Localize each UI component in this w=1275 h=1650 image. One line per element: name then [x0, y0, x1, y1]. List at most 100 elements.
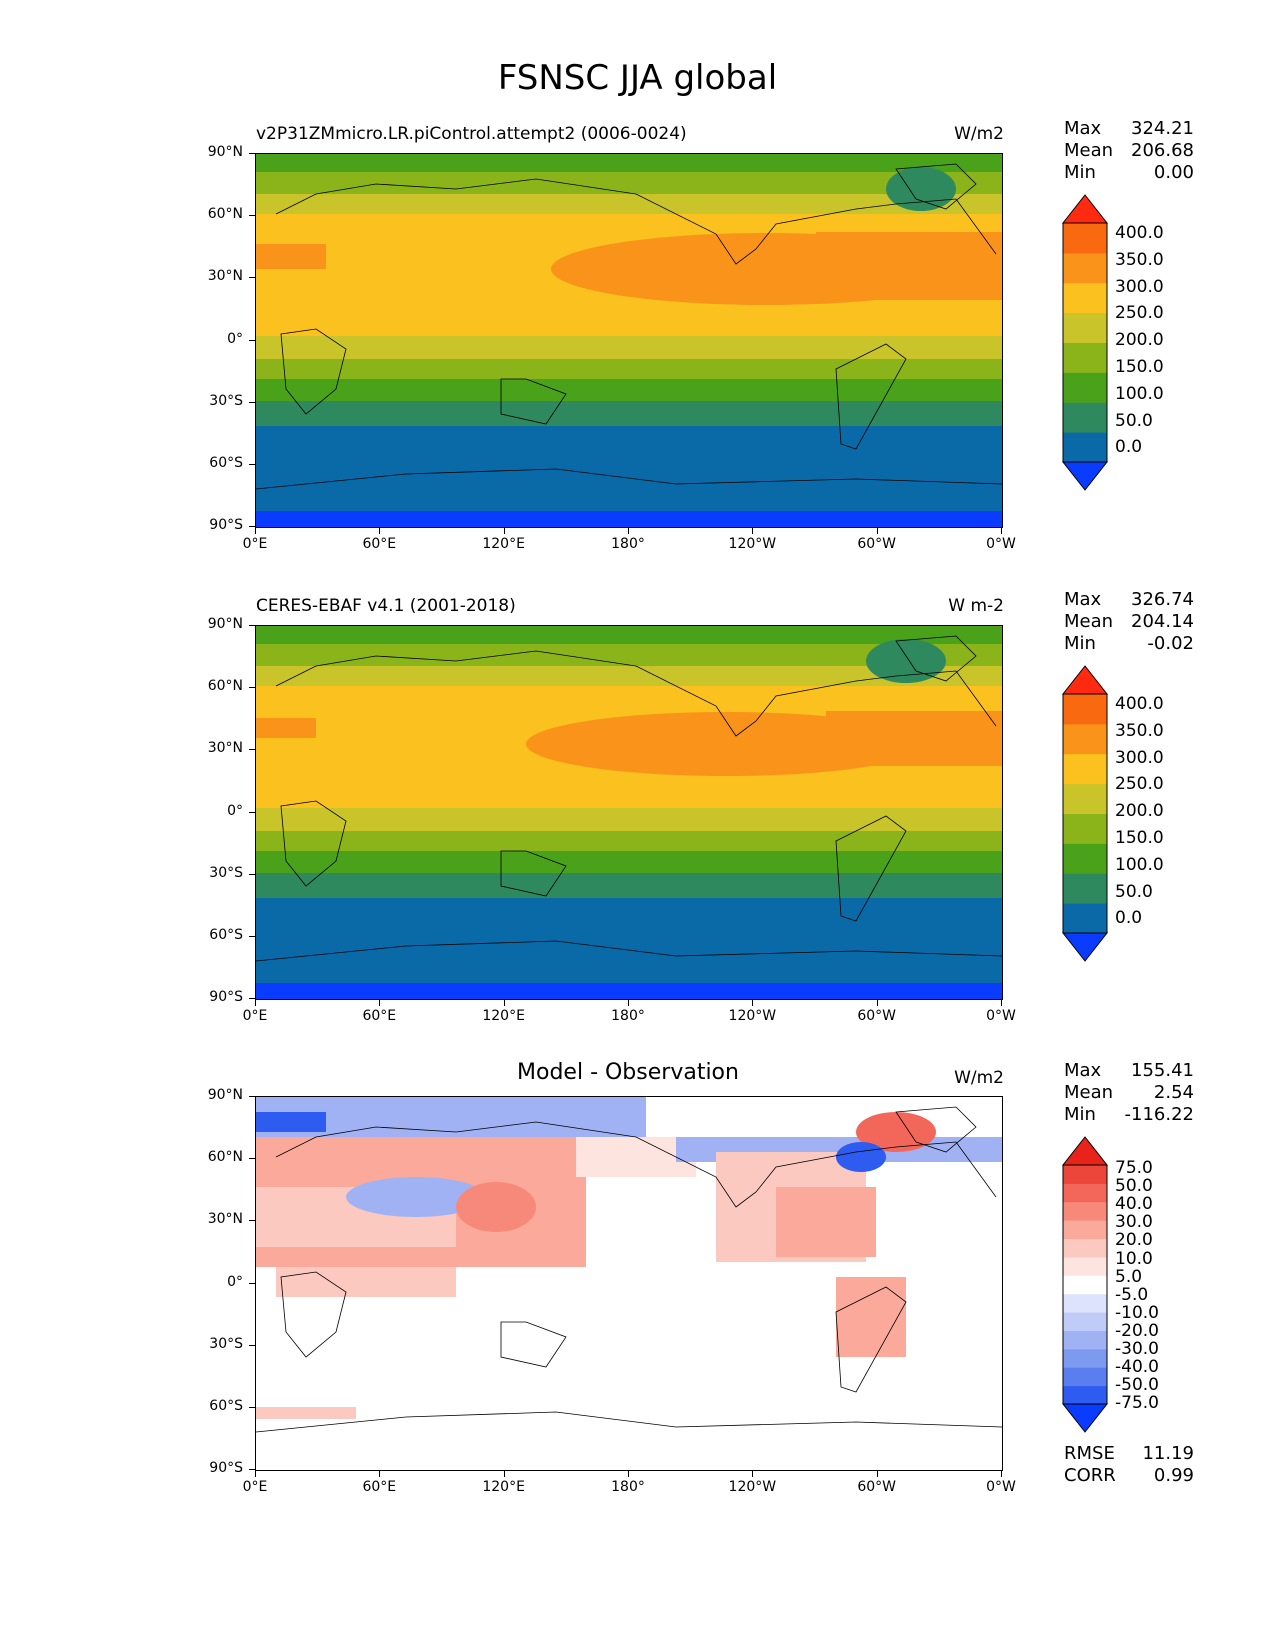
map-field-difference: [256, 1097, 1002, 1470]
lon-tick-label: 180°: [611, 1479, 645, 1495]
colorbar-segment: [1063, 813, 1107, 844]
colorbar-label: 150.0: [1115, 828, 1164, 848]
lon-tick: [379, 1471, 381, 1477]
colorbar-segment: [1063, 372, 1107, 403]
colorbar-label: 0.0: [1115, 908, 1143, 929]
figure-title: FSNSC JJA global: [497, 58, 778, 98]
lat-tick-label: 90°N: [207, 1087, 243, 1103]
stat-min: Min -116.22: [1064, 1104, 1194, 1125]
colorbar-segment: [1063, 1275, 1107, 1295]
colorbar-segment: [1063, 723, 1107, 755]
lat-tick: [249, 935, 255, 937]
metric-corr: CORR 0.99: [1064, 1465, 1194, 1486]
colorbar-label: 50.0: [1115, 881, 1153, 902]
stat-mean: Mean 206.68: [1064, 140, 1194, 161]
lat-tick-label: 60°S: [209, 1397, 243, 1414]
colorbar-difference-graphic: [1061, 1136, 1109, 1433]
lon-tick: [628, 1471, 629, 1477]
colorbar-label: 50.0: [1115, 1176, 1153, 1197]
colorbar-segment: [1063, 1330, 1107, 1350]
lat-tick: [249, 463, 255, 465]
colorbar-label: 250.0: [1115, 303, 1164, 324]
lat-tick-label: 30°S: [209, 1335, 243, 1352]
lon-tick-label: 120°W: [728, 1479, 777, 1495]
lon-tick-label: 60°W: [857, 1008, 896, 1024]
lon-tick-label: 0°W: [986, 1479, 1016, 1495]
colorbar-label: 20.0: [1115, 1230, 1153, 1251]
colorbar-segment: [1063, 1367, 1107, 1387]
colorbar-extend-high: [1061, 665, 1109, 695]
colorbar-label: 50.0: [1115, 410, 1153, 431]
colorbar-extend-high: [1061, 1136, 1109, 1166]
colorbar-extend-high: [1061, 194, 1109, 224]
lon-tick-label: 60°W: [857, 1479, 896, 1495]
colorbar-label: 30.0: [1115, 1212, 1153, 1233]
colorbar-observation-graphic: [1061, 665, 1109, 962]
lat-tick: [249, 1406, 255, 1408]
lat-tick-label: 30°S: [209, 864, 243, 881]
colorbar-segment: [1063, 1220, 1107, 1240]
lat-tick-label: 30°N: [207, 268, 243, 285]
lat-tick-label: 90°S: [209, 989, 243, 1005]
lon-tick: [752, 528, 754, 534]
colorbar-extend-low: [1061, 932, 1109, 962]
colorbar-segment: [1063, 342, 1107, 373]
colorbar-segment: [1063, 1183, 1107, 1203]
lat-tick-label: 90°N: [207, 144, 243, 160]
lon-tick: [503, 528, 505, 534]
lon-tick-label: 0°E: [242, 1479, 268, 1495]
colorbar-outline: [1062, 1164, 1108, 1405]
lon-tick: [876, 1471, 878, 1477]
lon-tick: [255, 1000, 256, 1006]
colorbar-label: 200.0: [1115, 330, 1164, 351]
lon-tick: [379, 1000, 381, 1006]
lon-tick-label: 180°: [611, 536, 645, 552]
colorbar-segment: [1063, 1201, 1107, 1221]
colorbar-segment: [1063, 694, 1107, 725]
lon-tick-label: 120°E: [482, 1008, 525, 1024]
colorbar-segment: [1063, 1256, 1107, 1276]
colorbar-label: 300.0: [1115, 747, 1164, 768]
lat-tick-label: 60°N: [207, 1149, 243, 1166]
map-observation: [255, 625, 1003, 1000]
lat-tick: [249, 277, 255, 279]
lon-tick: [752, 1471, 754, 1477]
colorbar-segment: [1063, 1238, 1107, 1258]
colorbar-label: -30.0: [1115, 1339, 1159, 1359]
stat-max: Max 324.21: [1064, 118, 1194, 139]
panel-title: v2P31ZMmicro.LR.piControl.attempt2 (0006…: [256, 124, 687, 144]
lon-tick-label: 0°W: [986, 536, 1016, 552]
colorbar-label: 5.0: [1115, 1266, 1143, 1287]
lon-tick-label: 60°W: [857, 536, 896, 552]
map-difference: [255, 1096, 1003, 1471]
colorbar-label: 200.0: [1115, 801, 1164, 822]
lon-tick: [379, 528, 381, 534]
lon-tick-label: 120°E: [482, 536, 525, 552]
colorbar-observation: [1061, 665, 1109, 962]
stat-mean: Mean 2.54: [1064, 1082, 1194, 1103]
lat-tick-label: 90°N: [207, 616, 243, 632]
colorbar-model: [1061, 194, 1109, 491]
lon-tick: [876, 1000, 878, 1006]
lat-tick: [249, 526, 255, 527]
lat-tick: [249, 1469, 255, 1470]
colorbar-segment: [1063, 903, 1107, 934]
colorbar-segment: [1063, 783, 1107, 814]
colorbar-segment: [1063, 843, 1107, 874]
colorbar-difference: [1061, 1136, 1109, 1433]
lat-tick-label: 0°: [227, 802, 243, 819]
colorbar-label: -20.0: [1115, 1320, 1159, 1341]
colorbar-extend-low: [1061, 1403, 1109, 1433]
colorbar-segment: [1063, 252, 1107, 284]
stat-max: Max 155.41: [1064, 1060, 1194, 1081]
colorbar-label: 400.0: [1115, 694, 1164, 714]
panel-title: CERES-EBAF v4.1 (2001-2018): [256, 596, 516, 616]
colorbar-segment: [1063, 1385, 1107, 1405]
colorbar-label: -10.0: [1115, 1302, 1159, 1323]
lon-tick-label: 0°W: [986, 1008, 1016, 1024]
lat-tick: [249, 215, 255, 217]
colorbar-outline: [1062, 693, 1108, 934]
stat-max: Max 326.74: [1064, 589, 1194, 610]
colorbar-label: 10.0: [1115, 1248, 1153, 1269]
lat-tick-label: 30°S: [209, 392, 243, 409]
